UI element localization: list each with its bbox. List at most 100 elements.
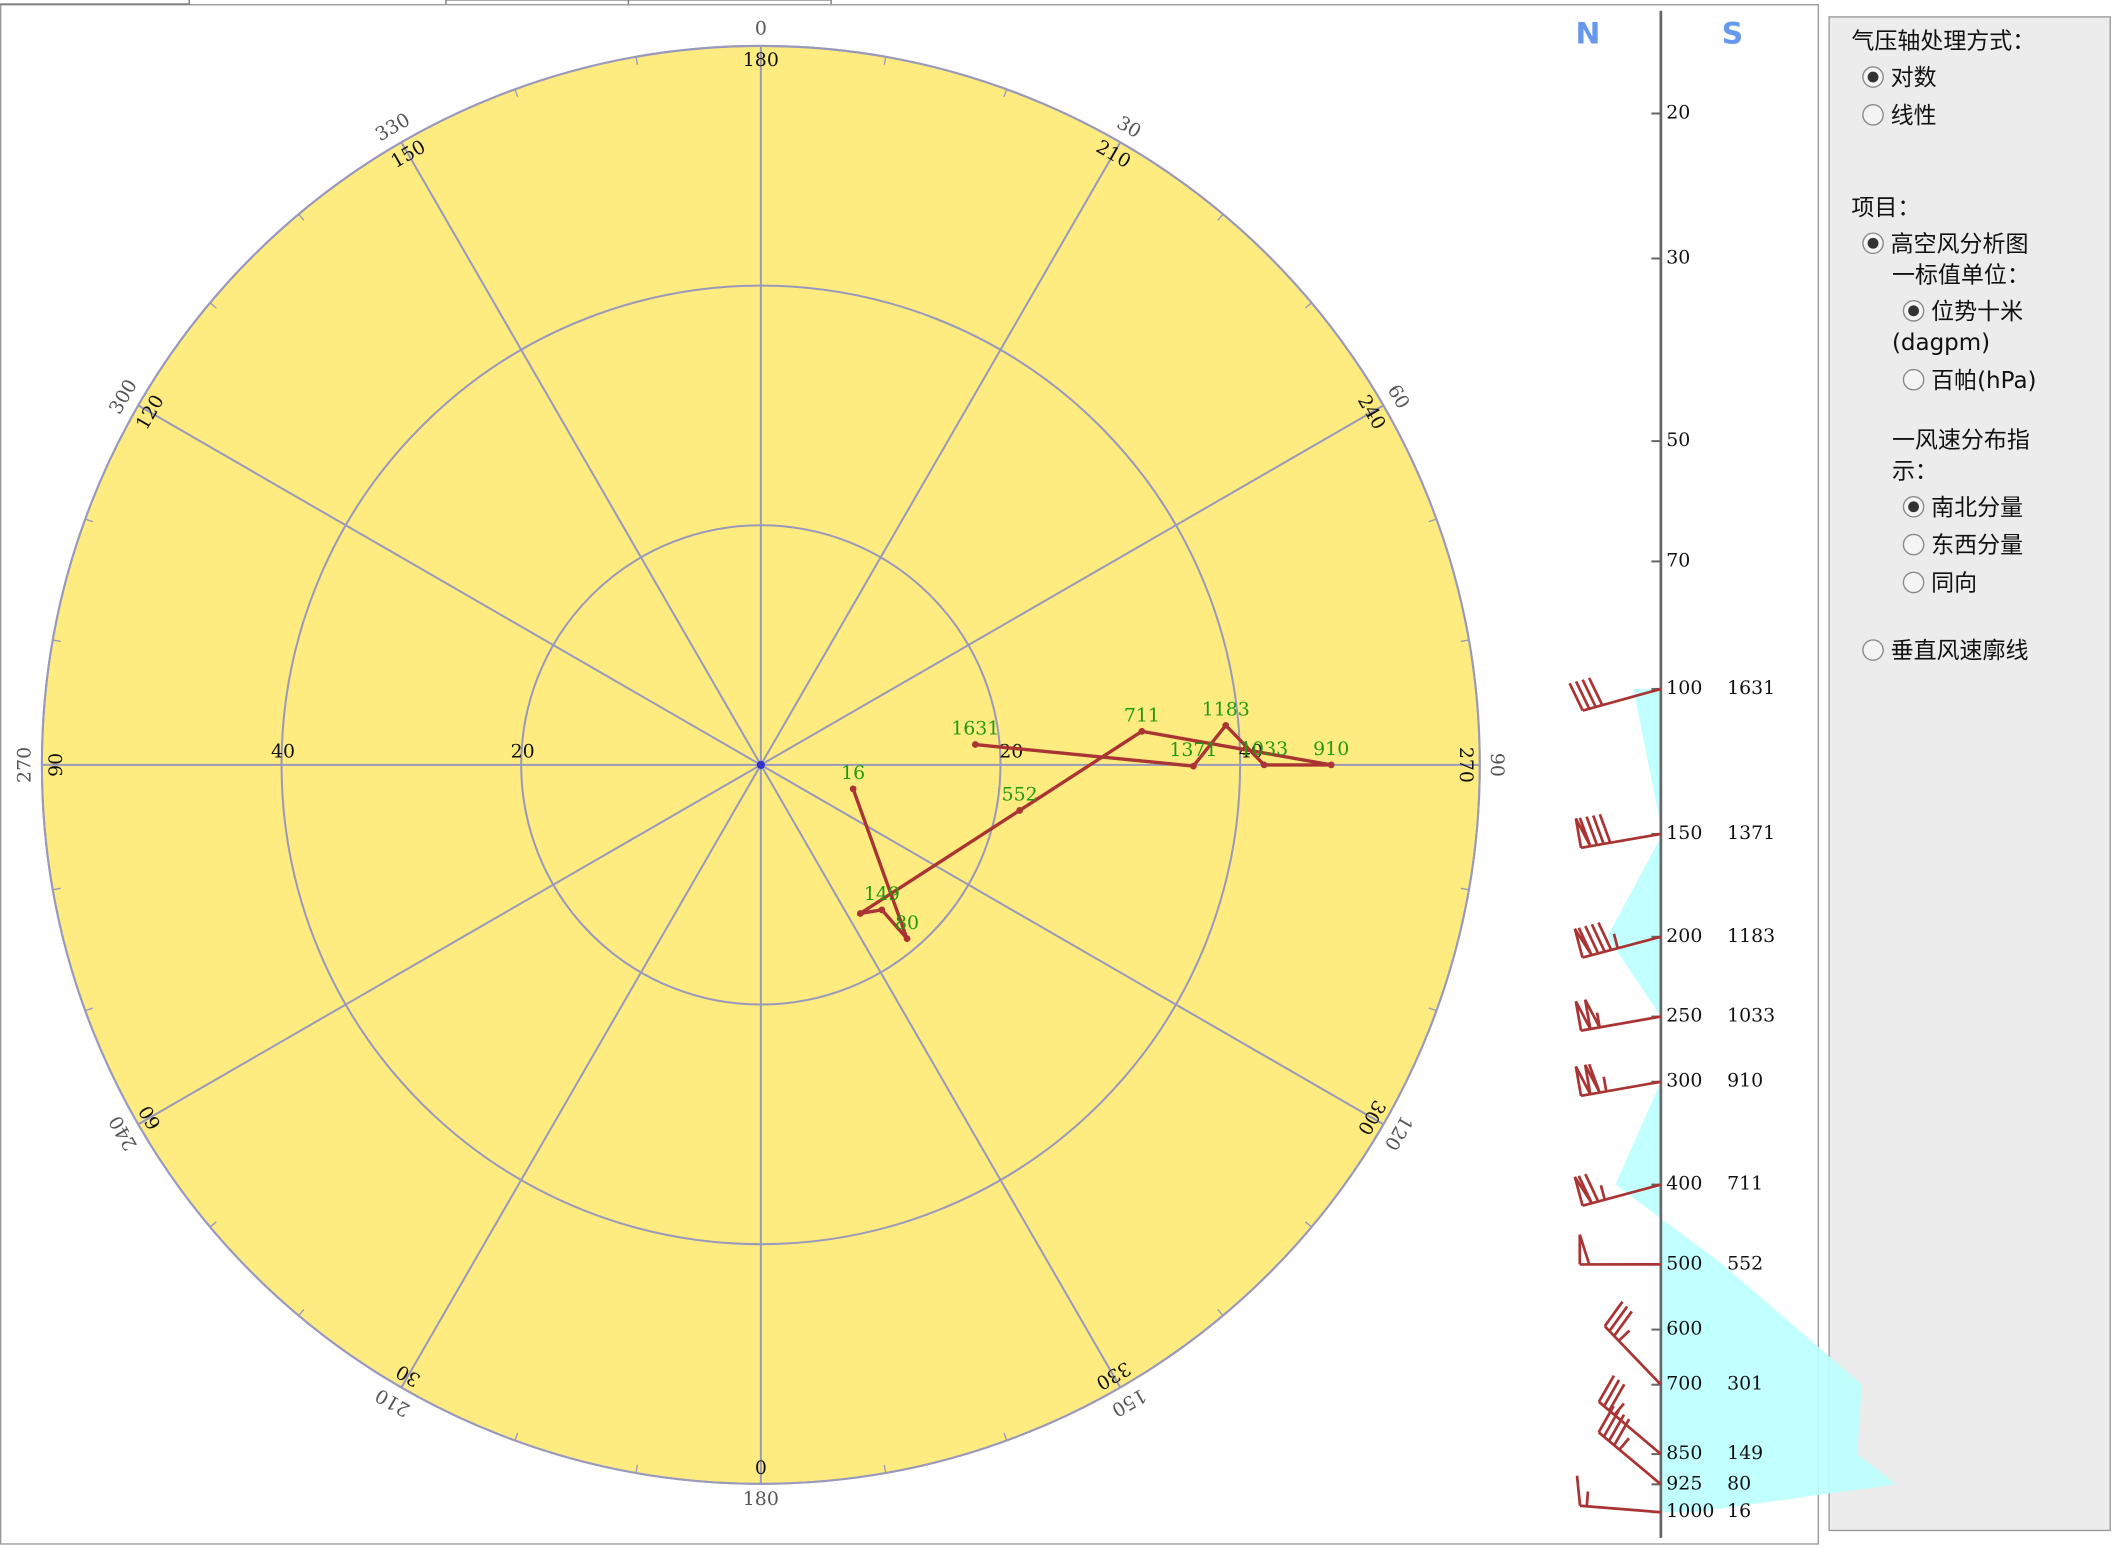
radio[interactable] — [1862, 66, 1884, 88]
height-label: 301 — [1727, 1373, 1763, 1395]
spoke — [400, 764, 762, 1389]
hodograph-point — [1190, 762, 1197, 770]
label: 南北分量 — [1931, 494, 2024, 522]
pressure-label: 150 — [1666, 822, 1702, 844]
height-label: 1371 — [1727, 822, 1775, 844]
option[interactable]: 同向 — [1902, 569, 2092, 600]
rim-tick — [298, 1308, 305, 1317]
hodograph-point — [971, 741, 979, 748]
option[interactable]: 南北分量 — [1902, 493, 2092, 524]
radio[interactable] — [1902, 300, 1925, 322]
point-label: 1033 — [1240, 738, 1288, 760]
rim-tick — [1003, 89, 1008, 98]
panel — [1828, 16, 2111, 1532]
option[interactable]: 线性 — [1862, 101, 2092, 132]
hodograph-point — [1138, 727, 1146, 735]
hodograph-point — [1260, 761, 1268, 769]
pressure-label: 500 — [1666, 1252, 1702, 1274]
ns-distribution — [1607, 688, 1897, 1513]
section-title: 项目： — [1851, 193, 2101, 224]
spoke — [137, 764, 762, 1126]
pressure-label: 925 — [1666, 1472, 1702, 1494]
spoke — [760, 404, 1384, 766]
direction-label: 0 — [755, 18, 767, 40]
rim-tick — [1304, 1221, 1313, 1228]
rim-tick — [1304, 302, 1313, 309]
option[interactable]: 对数 — [1862, 64, 2092, 95]
rim-tick — [1217, 213, 1224, 221]
radio[interactable] — [1862, 639, 1884, 661]
height-label: 1631 — [1727, 677, 1775, 699]
spoke — [400, 141, 762, 766]
pressure-label: 200 — [1666, 925, 1702, 947]
radio[interactable] — [1862, 104, 1884, 126]
spoke — [759, 764, 1122, 1389]
rim-tick — [85, 1007, 94, 1012]
rim-tick — [1428, 1007, 1437, 1012]
radio[interactable] — [1902, 533, 1925, 556]
option[interactable]: 垂直风速廓线 — [1862, 637, 2105, 668]
option[interactable]: 东西分量 — [1902, 531, 2092, 562]
label: 同向 — [1931, 570, 1978, 598]
label: 项目： — [1851, 194, 1921, 222]
label: 对数 — [1890, 64, 1937, 92]
pressure-label: 50 — [1666, 429, 1690, 451]
point-label: 1371 — [1169, 739, 1217, 761]
label: 位势十米(dagpm) — [1891, 298, 2024, 357]
ring-label: 40 — [271, 741, 295, 763]
radio[interactable] — [1902, 571, 1925, 594]
tabs[interactable] — [0, 0, 832, 5]
height-label: 711 — [1727, 1173, 1763, 1195]
point-label: 711 — [1124, 704, 1160, 726]
height-label: 1033 — [1727, 1005, 1775, 1027]
rim-tick — [1460, 887, 1469, 891]
rim-tick — [52, 639, 61, 643]
point-label: 1183 — [1202, 698, 1250, 720]
label: 百帕(hPa) — [1931, 367, 2037, 395]
wind-barb — [1578, 1234, 1661, 1266]
option[interactable]: 百帕(hPa) — [1892, 366, 2061, 397]
origin — [756, 760, 765, 769]
hodograph-point — [849, 785, 857, 793]
wind-barb — [1603, 1300, 1662, 1386]
wind-barb — [1574, 813, 1662, 850]
wind-barb — [1574, 1063, 1662, 1098]
direction-label: 90 — [45, 753, 67, 777]
rim-tick — [635, 56, 639, 65]
pressure-label: 600 — [1666, 1318, 1702, 1340]
point-label: 16 — [841, 762, 865, 784]
rim-tick — [635, 1464, 639, 1474]
rim-tick — [1217, 1308, 1224, 1317]
rim-tick — [883, 56, 887, 65]
pressure-label: 70 — [1666, 549, 1690, 571]
north-marker: N — [1575, 17, 1600, 52]
rim-tick — [514, 89, 519, 98]
point-label: 80 — [895, 912, 919, 934]
point-label: 1631 — [951, 718, 999, 740]
hodograph-point — [1016, 807, 1024, 814]
height-label: 910 — [1727, 1070, 1763, 1092]
rim-tick — [298, 213, 305, 221]
rim-tick — [209, 302, 217, 309]
rim-tick — [52, 887, 61, 891]
point-label: 552 — [1002, 784, 1038, 806]
direction-label: 0 — [755, 1457, 767, 1479]
radio[interactable] — [1902, 368, 1925, 391]
pressure-label: 250 — [1666, 1005, 1702, 1027]
height-label: 1183 — [1727, 925, 1775, 947]
section-title: 气压轴处理方式： — [1851, 27, 2101, 58]
label: 高空风分析图 — [1890, 231, 2029, 259]
rim-tick — [209, 1221, 217, 1228]
radio[interactable] — [1902, 495, 1925, 518]
radio[interactable] — [1862, 232, 1884, 255]
pressure-label: 1000 — [1666, 1500, 1714, 1522]
wind-barb — [1573, 1173, 1662, 1207]
height-label: 16 — [1727, 1500, 1751, 1522]
rim-tick — [85, 518, 94, 523]
rim-tick — [883, 1464, 887, 1474]
point-label: 910 — [1313, 738, 1349, 760]
option[interactable]: 高空风分析图 — [1862, 230, 2105, 261]
option[interactable]: 位势十米(dagpm) — [1892, 297, 2061, 359]
